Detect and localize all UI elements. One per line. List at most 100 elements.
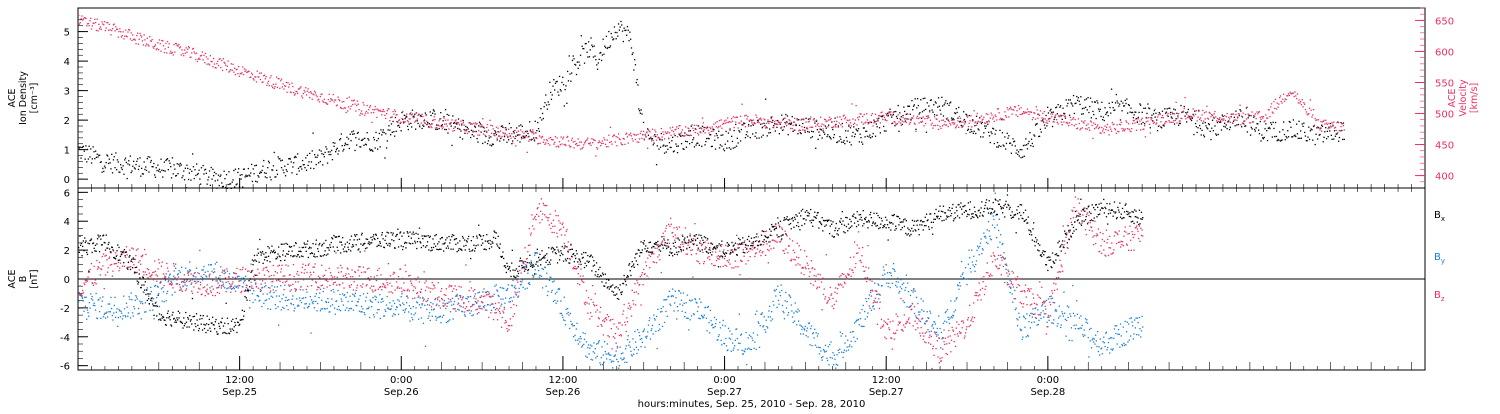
b-y-point [393,300,394,301]
b-y-point [992,225,993,226]
velocity-point [898,114,899,115]
b-y-point [865,298,866,299]
b-y-point [187,270,188,271]
velocity-point [446,123,447,124]
ion-density-point [323,154,324,155]
b-y-point [980,243,981,244]
velocity-point [342,108,343,109]
velocity-point [748,126,749,127]
ion-density-point [653,144,654,145]
ion-density-point [1140,105,1141,106]
velocity-point [81,15,82,16]
ion-density-point [601,60,602,61]
velocity-point [121,36,122,37]
b-y-point [1017,325,1018,326]
velocity-point [826,120,827,121]
b-y-point [374,316,375,317]
b-y-point [292,299,293,300]
ion-density-point [224,171,225,172]
ion-density-point [656,164,657,165]
velocity-point [394,109,395,110]
b-y-point [769,306,770,307]
velocity-point [1293,93,1294,94]
velocity-point [827,126,828,127]
b-y-point [502,287,503,288]
ion-density-point [1004,136,1005,137]
b-y-point [251,287,252,288]
ion-density-point [1118,105,1119,106]
velocity-point [664,138,665,139]
b-y-point [583,344,584,345]
b-y-point [492,303,493,304]
velocity-point [295,93,296,94]
ion-density-point [1327,131,1328,132]
ion-density-point [1263,138,1264,139]
velocity-point [1044,111,1045,112]
b-y-point [772,318,773,319]
ion-density-point [1218,134,1219,135]
ion-density-point [792,116,793,117]
ion-density-point [1014,141,1015,142]
b-y-point [471,315,472,316]
ion-density-point [686,147,687,148]
velocity-point [253,79,254,80]
b-y-point [292,295,293,296]
velocity-point [226,69,227,70]
b-y-point [566,313,567,314]
ion-density-point [375,132,376,133]
velocity-point [775,123,776,124]
ion-density-point [481,126,482,127]
velocity-point [217,61,218,62]
b-y-point [880,295,881,296]
b-y-point [862,326,863,327]
velocity-point [253,78,254,79]
b-y-point [267,293,268,294]
velocity-point [123,38,124,39]
velocity-point [1138,118,1139,119]
velocity-point [591,138,592,139]
b-y-point [226,282,227,283]
ion-density-point [986,125,987,126]
b-y-point [432,303,433,304]
b-y-point [118,317,119,318]
ion-density-point [121,167,122,168]
b-y-point [655,331,656,332]
b-y-point [414,297,415,298]
b-y-point [860,318,861,319]
ion-density-point [573,55,574,56]
b-y-point [498,296,499,297]
ion-density-point [1029,132,1030,133]
velocity-point [875,114,876,115]
velocity-point [755,115,756,116]
ion-density-point [355,137,356,138]
ion-density-point [1041,131,1042,132]
b-y-point [880,279,881,280]
ion-density-point [93,151,94,152]
velocity-point [319,101,320,102]
velocity-point [1280,95,1281,96]
velocity-point [844,118,845,119]
b-y-point [195,276,196,277]
velocity-point [851,103,852,104]
ion-density-point [641,109,642,110]
ion-density-point [112,172,113,173]
b-y-point [591,346,592,347]
ion-density-point [638,108,639,109]
ion-density-point [373,137,374,138]
ion-density-point [896,116,897,117]
b-y-point [112,319,113,320]
ion-density-point [337,148,338,149]
velocity-point [680,133,681,134]
velocity-point [1235,114,1236,115]
velocity-point [197,61,198,62]
ion-density-point [664,153,665,154]
ion-density-point [347,144,348,145]
velocity-point [1255,113,1256,114]
b-y-point [345,310,346,311]
b-y-point [859,324,860,325]
ion-density-point [616,38,617,39]
ion-density-point [1239,115,1240,116]
velocity-point [144,34,145,35]
velocity-point [466,130,467,131]
velocity-point [1335,127,1336,128]
